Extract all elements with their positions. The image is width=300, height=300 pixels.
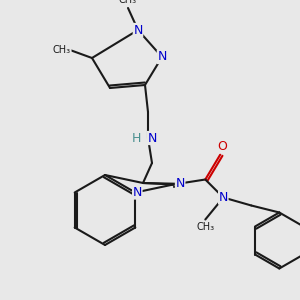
Text: H: H	[131, 131, 141, 145]
Text: O: O	[218, 140, 227, 153]
Text: CH₃: CH₃	[119, 0, 137, 5]
Text: CH₃: CH₃	[196, 223, 214, 232]
Text: N: N	[133, 186, 142, 199]
Text: N: N	[219, 191, 228, 204]
Text: N: N	[176, 177, 185, 190]
Text: N: N	[147, 131, 157, 145]
Text: N: N	[157, 50, 167, 64]
Text: CH₃: CH₃	[53, 45, 71, 55]
Text: N: N	[133, 23, 143, 37]
